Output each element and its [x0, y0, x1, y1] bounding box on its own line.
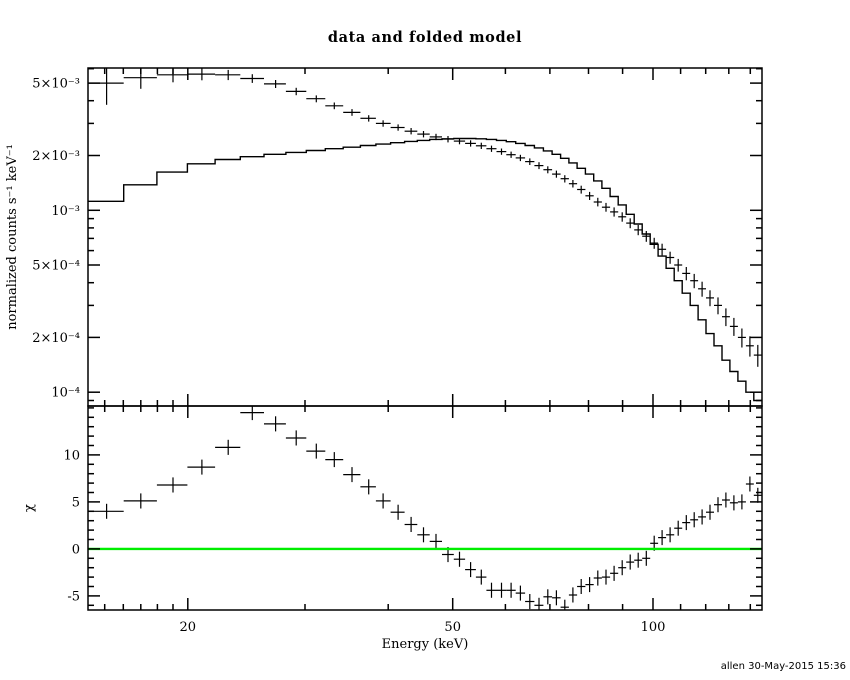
y-tick-label: 5×10⁻³ [32, 77, 80, 92]
spectrum-panel-frame [87, 67, 763, 407]
residuals-panel-frame [87, 405, 763, 611]
y-tick-label: 2×10⁻³ [32, 149, 80, 164]
x-tick-label: 100 [641, 620, 666, 635]
y-tick-label: 10⁻³ [51, 204, 80, 219]
chi-residual-crosses [88, 406, 762, 610]
x-tick-label: 50 [444, 620, 461, 635]
model-step-line [88, 137, 762, 402]
plot-layers: 5×10⁻³ 2×10⁻³ 10⁻³ 5×10⁻⁴ 2×10⁻⁴ 10⁻⁴ -5 0 5 10 20… [32, 67, 763, 635]
y-tick-label: -5 [67, 589, 80, 604]
y-tick-label: 0 [72, 542, 80, 557]
y-tick-label: 5 [72, 495, 80, 510]
axes-layer [87, 67, 763, 611]
y-tick-label: 2×10⁻⁴ [32, 331, 80, 346]
y-tick-label: 10 [63, 448, 80, 463]
series-layer [88, 68, 762, 610]
plot-credit: allen 30-May-2015 15:36 [721, 661, 846, 672]
y-tick-label: 5×10⁻⁴ [32, 259, 80, 274]
tick-labels-layer: 5×10⁻³ 2×10⁻³ 10⁻³ 5×10⁻⁴ 2×10⁻⁴ 10⁻⁴ -5 0 5 10 20… [32, 77, 665, 635]
y-tick-label: 10⁻⁴ [51, 386, 80, 401]
y-axis-label-counts: normalized counts s⁻¹ keV⁻¹ [5, 144, 20, 330]
plot-title: data and folded model [328, 29, 522, 46]
y-axis-label-chi: χ [22, 504, 37, 512]
data-crosses [88, 68, 762, 367]
x-axis-label: Energy (keV) [382, 637, 469, 652]
x-tick-label: 20 [180, 620, 197, 635]
